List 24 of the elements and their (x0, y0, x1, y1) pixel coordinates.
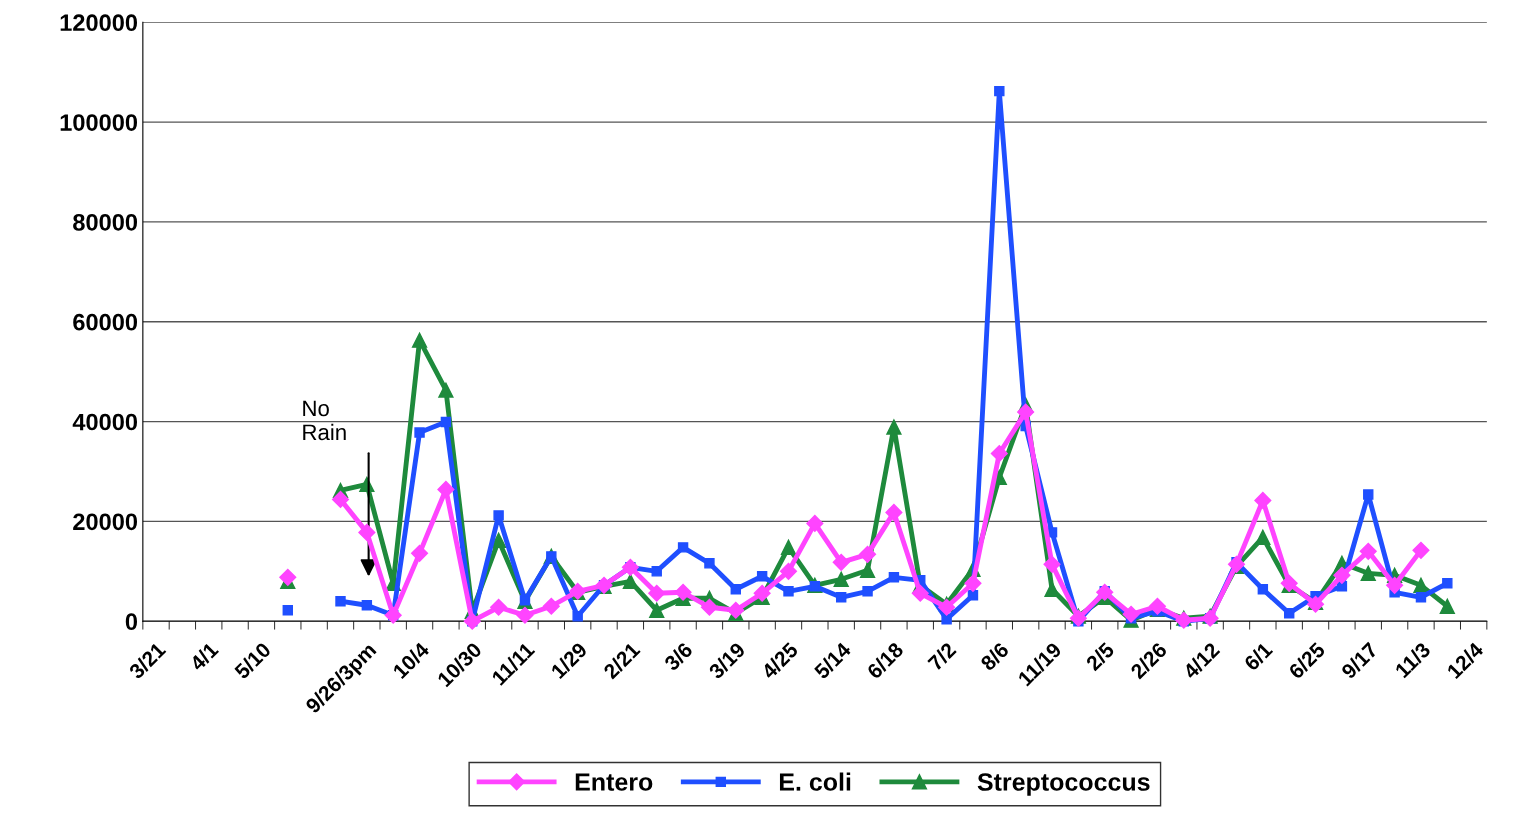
x-tick-label: 5/10 (233, 641, 272, 680)
x-tick-label: 4/12 (1181, 641, 1221, 681)
y-tick-label: 100000 (60, 114, 138, 131)
legend-label: Streptococcus (977, 773, 1150, 796)
x-tick-label: 8/6 (979, 641, 1010, 672)
y-tick-label: 120000 (60, 14, 138, 32)
x-tick-label: 6/1 (1242, 641, 1274, 672)
x-tick-label: 4/1 (188, 641, 220, 672)
x-tick-label: 6/18 (865, 641, 905, 680)
y-tick-label: 60000 (73, 313, 138, 331)
annotation: No Rain (303, 400, 346, 441)
legend-label: E. coli (779, 772, 851, 791)
x-tick-label: 3/19 (707, 641, 747, 680)
y-tick-label: 80000 (73, 213, 138, 231)
x-tick-label: 7/2 (926, 641, 957, 672)
x-tick-label: 11/3 (1394, 641, 1432, 679)
y-tick-label: 0 (125, 613, 138, 631)
x-tick-label: 5/14 (812, 640, 853, 680)
x-tick-label: 2/5 (1084, 641, 1116, 672)
x-tick-label: 3/6 (662, 641, 694, 672)
y-tick-label: 40000 (72, 413, 138, 431)
x-tick-label: 3/21 (127, 641, 167, 680)
legend-label: Entero (575, 773, 653, 791)
y-tick-label: 20000 (73, 513, 138, 531)
